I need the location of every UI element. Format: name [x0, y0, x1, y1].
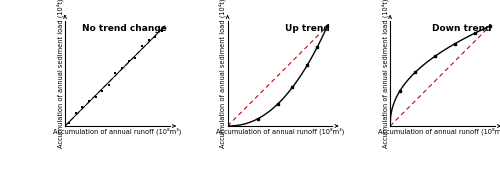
Point — [85, 100, 93, 103]
X-axis label: Accumulation of annual runoff (10⁸m³): Accumulation of annual runoff (10⁸m³) — [378, 127, 500, 135]
Point — [92, 96, 100, 99]
X-axis label: Accumulation of annual runoff (10⁸m³): Accumulation of annual runoff (10⁸m³) — [54, 127, 182, 135]
Point — [72, 111, 80, 114]
Point — [78, 106, 86, 109]
Point — [98, 89, 106, 92]
Point — [112, 72, 120, 75]
X-axis label: Accumulation of annual runoff (10⁸m³): Accumulation of annual runoff (10⁸m³) — [216, 127, 344, 135]
Point — [65, 121, 73, 124]
Point — [124, 60, 132, 62]
Point — [105, 83, 113, 86]
Text: Up trend: Up trend — [284, 24, 330, 33]
Point — [152, 36, 160, 39]
Point — [118, 67, 126, 70]
Point — [138, 45, 146, 47]
Point — [144, 39, 152, 42]
Y-axis label: Accumulation of annual sediment load (10⁴t): Accumulation of annual sediment load (10… — [381, 0, 388, 148]
Text: Down trend: Down trend — [432, 24, 492, 33]
Point — [132, 57, 140, 60]
Point — [158, 30, 166, 32]
Y-axis label: Accumulation of annual sediment load (10⁴t): Accumulation of annual sediment load (10… — [218, 0, 226, 148]
Text: No trend change: No trend change — [82, 24, 166, 33]
Y-axis label: Accumulation of annual sediment load (10⁴t): Accumulation of annual sediment load (10… — [56, 0, 64, 148]
